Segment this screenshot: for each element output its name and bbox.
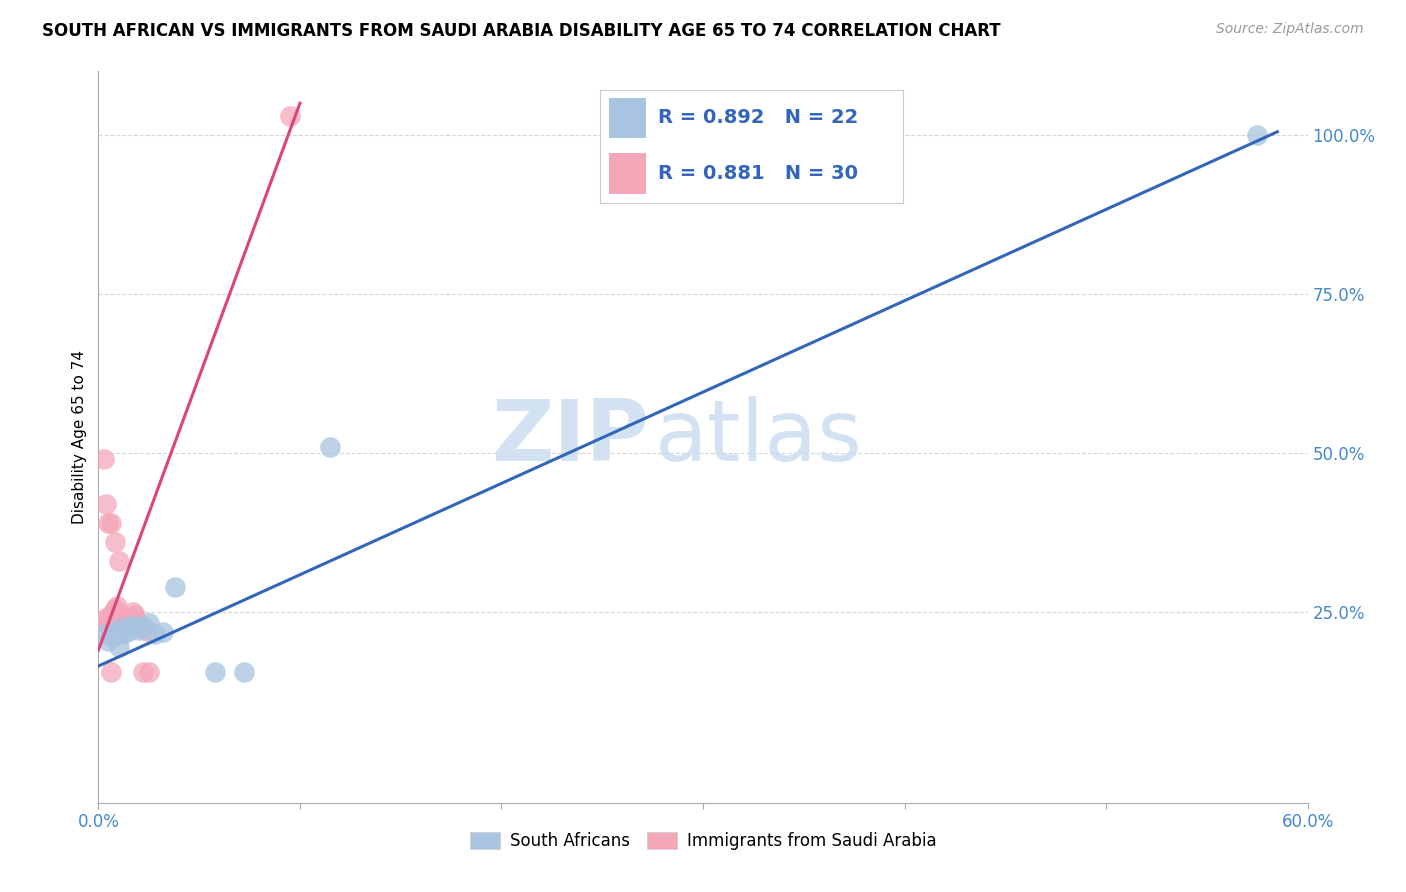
Point (101, 631, 124, 645)
Point (152, 625, 174, 640)
Point (132, 621, 155, 635)
Point (114, 625, 136, 640)
Point (135, 624, 157, 638)
Point (118, 624, 141, 638)
Point (93, 452, 115, 467)
Point (93, 627, 115, 641)
Point (118, 615, 141, 629)
Point (125, 615, 148, 629)
Point (111, 627, 134, 641)
Point (97, 633, 120, 648)
Text: Source: ZipAtlas.com: Source: ZipAtlas.com (1216, 22, 1364, 37)
Point (100, 516, 122, 530)
Point (114, 617, 136, 632)
Point (132, 665, 155, 680)
Y-axis label: Disability Age 65 to 74: Disability Age 65 to 74 (72, 350, 87, 524)
Point (232, 665, 254, 680)
Point (128, 617, 150, 632)
Point (143, 627, 166, 641)
Legend: South Africans, Immigrants from Saudi Arabia: South Africans, Immigrants from Saudi Ar… (463, 825, 943, 856)
Point (120, 617, 142, 632)
Point (111, 611, 134, 625)
Point (96, 611, 118, 625)
Point (124, 608, 146, 623)
Point (105, 599, 128, 613)
Point (101, 605, 124, 619)
Point (278, 109, 301, 123)
Point (100, 608, 122, 623)
Point (100, 665, 122, 680)
Point (103, 624, 125, 638)
Point (103, 535, 125, 549)
Point (124, 621, 146, 635)
Point (107, 554, 129, 568)
Point (128, 623, 150, 637)
Point (107, 640, 129, 654)
Text: SOUTH AFRICAN VS IMMIGRANTS FROM SAUDI ARABIA DISABILITY AGE 65 TO 74 CORRELATIO: SOUTH AFRICAN VS IMMIGRANTS FROM SAUDI A… (42, 22, 1001, 40)
Point (93, 615, 115, 629)
Point (105, 627, 128, 641)
Point (97, 617, 120, 632)
Point (121, 605, 143, 619)
Point (138, 665, 160, 680)
Point (110, 621, 132, 635)
Point (107, 608, 129, 623)
Point (163, 580, 186, 594)
Point (1246, 128, 1268, 142)
Point (132, 619, 155, 633)
Point (120, 611, 142, 625)
Text: ZIP: ZIP (491, 395, 648, 479)
Text: atlas: atlas (655, 395, 863, 479)
Point (97, 516, 120, 530)
Point (96, 497, 118, 511)
Point (110, 615, 132, 629)
Point (319, 440, 342, 454)
Point (138, 616, 160, 631)
Point (204, 665, 226, 680)
Point (115, 621, 138, 635)
Point (103, 602, 125, 616)
